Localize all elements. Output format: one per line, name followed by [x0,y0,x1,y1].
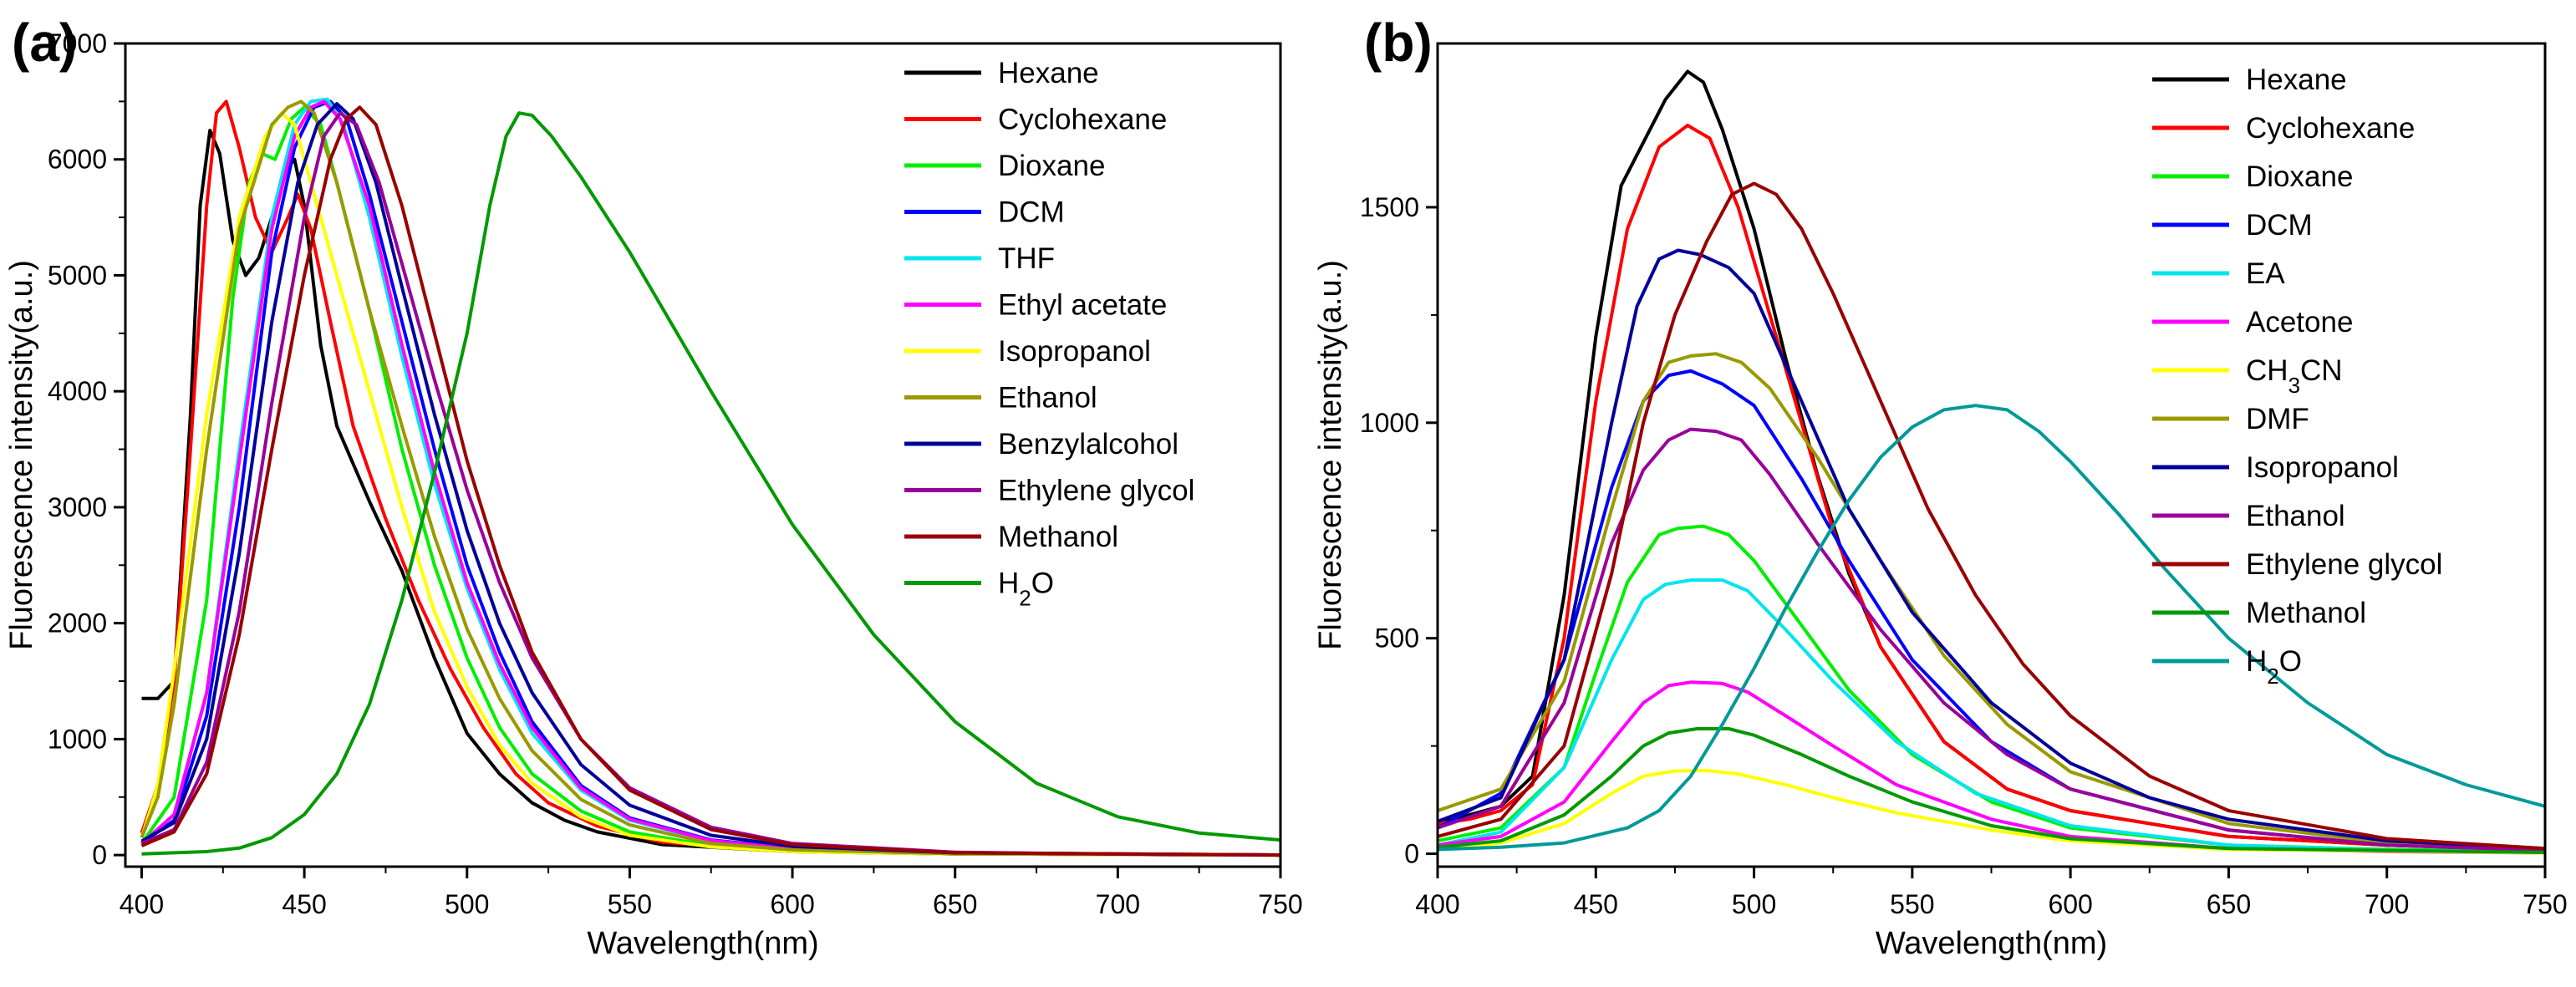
series-line-ea [1437,578,2546,854]
legend-label-ea: EA [2246,257,2285,290]
x-tick-label: 700 [1096,889,1140,919]
legend-label-hexane: Hexane [2246,64,2347,96]
legend-label-h2o: H2O [998,567,1054,611]
legend-label-ch3cn: CH3CN [2246,354,2343,398]
legend-label-ethylene-glycol: Ethylene glycol [998,475,1194,507]
legend-label-cyclohexane: Cyclohexane [998,104,1167,136]
series-line-ch3cn [1437,769,2546,855]
y-tick-label: 1000 [48,724,107,754]
series-line-h2o [141,111,1281,856]
legend-label-isopropanol: Isopropanol [2246,451,2399,484]
legend-label-ethanol: Ethanol [998,382,1097,415]
series-line-methanol [1437,727,2546,854]
y-tick-label: 0 [1404,839,1419,869]
y-tick-label: 5000 [48,260,107,290]
panel-b-label: (b) [1364,13,1433,73]
y-axis-label: Fluorescence intensity(a.u.) [4,260,39,650]
series-line-isopropanol [140,111,1281,857]
y-tick-label: 2000 [48,608,107,638]
x-tick-label: 500 [1732,889,1776,919]
y-tick-label: 7000 [48,28,107,59]
y-tick-label: 1000 [1360,408,1419,438]
legend-label-ethyl-acetate: Ethyl acetate [998,289,1167,322]
plot-frame [124,42,1282,868]
series-line-ethyl-acetate [140,99,1281,857]
y-tick-label: 0 [92,840,107,870]
series-line-dmf [1437,352,2546,852]
legend-label-dmf: DMF [2246,403,2309,435]
series-line-ethylene-glycol [1437,181,2546,851]
legend-label-methanol: Methanol [998,521,1118,553]
panel-a-label: (a) [12,13,78,73]
x-tick-label: 450 [1574,889,1618,919]
legend-label-ethanol: Ethanol [2246,500,2345,532]
series-line-methanol [140,105,1281,857]
legend-label-hexane: Hexane [998,57,1099,89]
x-tick-label: 500 [445,889,489,919]
x-tick-label: 450 [282,889,326,919]
x-tick-label: 650 [2207,889,2251,919]
chart-b: 400 450 500 550 600 650 700 750 0 500 1000 1500 Wave… [1313,42,2568,961]
x-tick-label: 600 [2048,889,2092,919]
series-line-benzylalcohol [140,102,1281,857]
x-tick-label: 550 [608,889,652,919]
legend-label-thf: THF [998,242,1055,275]
legend-label-cyclohexane: Cyclohexane [2246,112,2415,145]
x-tick-label: 750 [2523,889,2567,919]
y-tick-label: 500 [1375,623,1419,654]
y-axis-label: Fluorescence intensity(a.u.) [1313,260,1348,650]
legend-label-dioxane: Dioxane [998,150,1105,182]
series-line-ethanol [1437,427,2546,852]
legend-label-benzylalcohol: Benzylalcohol [998,428,1179,460]
x-tick-label: 400 [1415,889,1459,919]
series-line-ethanol [140,99,1281,857]
chart-a: 400 450 500 550 600 650 700 750 0 1000 2000 3000 400… [4,28,1303,961]
series-line-cyclohexane [140,99,1281,857]
x-tick-label: 400 [120,889,164,919]
x-tick-label: 750 [1258,889,1302,919]
legend-label-dcm: DCM [2246,209,2313,242]
x-axis-label: Wavelength(nm) [1876,926,2107,961]
series-line-h2o [1437,404,2546,852]
x-tick-label: 700 [2365,889,2409,919]
y-tick-label: 3000 [48,492,107,522]
series-line-dioxane [1437,524,2546,853]
y-tick-label: 6000 [48,145,107,175]
y-tick-label: 1500 [1360,192,1419,222]
legend-label-ethylene-glycol: Ethylene glycol [2246,548,2442,581]
legend-label-h2o: H2O [2246,645,2302,689]
x-tick-label: 550 [1890,889,1934,919]
legend-label-methanol: Methanol [2246,597,2366,629]
legend-label-acetone: Acetone [2246,306,2353,338]
x-tick-label: 650 [933,889,977,919]
series-line-isopropanol [1437,248,2546,851]
series-line-ethylene-glycol [140,111,1281,857]
legend-label-isopropanol: Isopropanol [998,335,1151,368]
x-axis-label: Wavelength(nm) [587,926,818,961]
legend-label-dioxane: Dioxane [2246,160,2353,193]
x-tick-label: 600 [770,889,814,919]
series-line-hexane [141,129,1281,857]
y-tick-label: 4000 [48,376,107,406]
legend-label-dcm: DCM [998,196,1065,229]
